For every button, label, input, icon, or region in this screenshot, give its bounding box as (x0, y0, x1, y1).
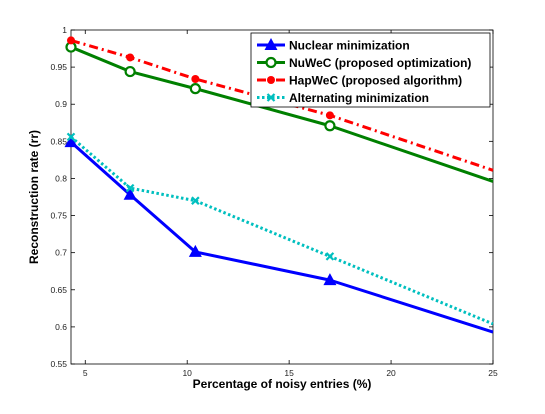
x-marker-stroke (191, 196, 200, 205)
x-tick-label: 15 (284, 368, 294, 378)
x-tick-label: 10 (182, 368, 192, 378)
circle-marker (324, 120, 336, 132)
x-marker-stroke (125, 183, 135, 193)
x-tick-label: 20 (386, 368, 396, 378)
y-tick-label: 0.55 (50, 359, 67, 369)
x-marker (125, 183, 135, 193)
y-tick-label: 0.8 (55, 173, 67, 183)
circle-marker (265, 56, 277, 69)
tick-layer: 5 10 15 20 25 0.55 0.6 0.65 0.7 0.75 0.8 0.85 0.9 0.9… (50, 25, 498, 378)
y-tick-label: 0.7 (55, 248, 67, 258)
legend-label: NuWeC (proposed optimization) (289, 56, 471, 70)
x-tick-label: 25 (488, 368, 498, 378)
x-marker-stroke (325, 252, 335, 261)
y-tick-label: 0.85 (50, 136, 67, 146)
legend-label: HapWeC (proposed algorithm) (289, 74, 462, 88)
triangle-marker (64, 135, 78, 148)
y-tick-label: 0.9 (55, 99, 67, 109)
x-axis-title: Percentage of noisy entries (%) (193, 377, 372, 391)
legend-label: Nuclear minimization (289, 39, 410, 53)
triangle-marker (323, 273, 337, 286)
x-marker (66, 132, 76, 142)
series-layer (64, 36, 494, 334)
y-axis-title: Reconstruction rate (rr) (27, 130, 41, 264)
legend-box (250, 32, 491, 108)
x-marker (191, 196, 200, 205)
dot-marker (325, 111, 334, 120)
circle-marker (189, 83, 201, 95)
x-marker-stroke (266, 93, 276, 102)
x-tick-label: 5 (83, 368, 88, 378)
circle-marker (124, 65, 136, 78)
y-tick-label: 0.6 (55, 322, 67, 332)
x-marker (325, 252, 335, 261)
triangle-marker (188, 244, 202, 257)
x-marker (266, 93, 276, 102)
series-line (70, 135, 494, 326)
x-marker-stroke (66, 132, 76, 142)
dot-marker (191, 74, 200, 83)
dot-marker (126, 53, 135, 62)
dot-marker (67, 36, 75, 45)
y-tick-label: 0.75 (50, 211, 67, 221)
y-tick-label: 0.95 (50, 62, 67, 72)
legend-label: Alternating minimization (289, 91, 429, 105)
series-line (70, 38, 494, 172)
dot-marker (267, 76, 275, 84)
y-tick-label: 0.65 (50, 285, 67, 295)
y-tick-label: 1 (62, 25, 67, 35)
legend: Nuclear minimization NuWeC (proposed opti… (250, 32, 491, 108)
triangle-marker (123, 187, 137, 200)
triangle-marker (264, 38, 278, 50)
